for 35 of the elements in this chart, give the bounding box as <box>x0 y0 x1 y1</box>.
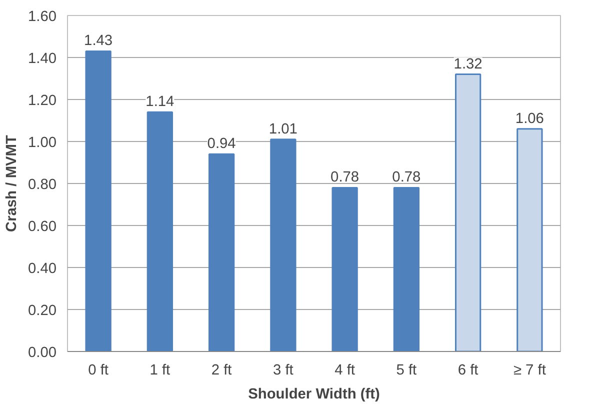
x-tick-label: 1 ft <box>150 362 170 378</box>
y-tick-label: 1.60 <box>28 9 57 25</box>
y-tick-label: 0.00 <box>28 345 57 361</box>
data-label: 1.06 <box>515 110 544 127</box>
data-label: 0.94 <box>207 136 236 152</box>
x-tick-label: ≥ 7 ft <box>513 362 546 378</box>
x-tick-label: 4 ft <box>334 362 356 378</box>
bar <box>146 111 174 352</box>
y-tick-label: 1.00 <box>28 135 57 151</box>
bar <box>208 153 235 352</box>
bar <box>393 186 420 352</box>
x-tick-label: 2 ft <box>211 362 232 378</box>
data-label: 1.32 <box>454 56 482 72</box>
bar <box>332 186 358 352</box>
x-tick-label: 6 ft <box>458 362 478 378</box>
y-tick-label: 1.20 <box>28 93 57 109</box>
x-axis-title: Shoulder Width (ft) <box>248 386 380 402</box>
y-tick-label: 0.40 <box>28 261 57 277</box>
bar <box>85 50 112 352</box>
data-label: 0.78 <box>330 170 360 186</box>
y-tick-label: 1.40 <box>28 51 57 67</box>
bar <box>270 138 296 352</box>
bar <box>516 128 543 352</box>
data-label: 1.43 <box>84 33 113 50</box>
data-label: 0.78 <box>392 170 421 186</box>
x-tick-label: 5 ft <box>396 362 417 378</box>
bar <box>454 74 482 352</box>
y-tick-label: 0.80 <box>28 177 57 193</box>
x-tick-label: 3 ft <box>273 362 294 378</box>
y-tick-label: 0.20 <box>28 303 57 319</box>
x-tick-label: 0 ft <box>88 362 109 378</box>
data-label: 1.01 <box>268 121 298 138</box>
y-axis-title: Crash / MVMT <box>4 135 20 232</box>
y-tick-label: 0.60 <box>28 219 57 235</box>
data-label: 1.14 <box>146 94 174 110</box>
